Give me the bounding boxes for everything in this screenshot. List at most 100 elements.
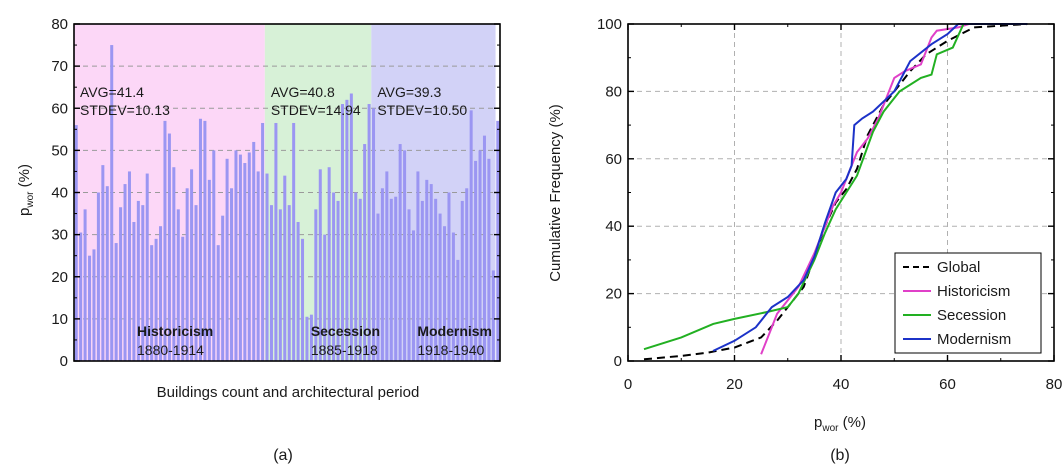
bar [403, 150, 407, 361]
bar [292, 122, 296, 362]
bar [460, 200, 464, 361]
y-tick-label: 20 [605, 286, 622, 303]
bar [185, 188, 189, 361]
y-tick-label: 80 [51, 16, 68, 33]
panel-a-bar-chart: AVG=41.4 STDEV=10.13 AVG=40.8 STDEV=14.94 AV… [16, 16, 501, 464]
legend-entry: Modernism [937, 331, 1011, 348]
bar [309, 314, 313, 361]
bar [296, 221, 300, 361]
legend: Global Historicism Secession Modernism [894, 252, 1042, 354]
period-name-label: Modernism [417, 323, 492, 339]
y-tick-label: 80 [605, 83, 622, 100]
bar [145, 173, 149, 361]
bar [323, 234, 327, 361]
bar [141, 205, 145, 361]
period-stdev-label: STDEV=14.94 [271, 102, 361, 118]
bar [456, 259, 460, 361]
bar [451, 232, 455, 361]
bar [429, 184, 433, 361]
bar [83, 209, 87, 361]
bar [198, 118, 202, 361]
period-stdev-label: STDEV=10.13 [80, 102, 170, 118]
panel-b-label: (b) [830, 447, 850, 464]
bar [190, 169, 194, 361]
bar [367, 104, 371, 361]
panel-a-x-axis-label: Buildings count and architectural period [157, 384, 420, 401]
y-tick-label: 0 [60, 353, 68, 370]
bar [74, 125, 78, 361]
y-tick-label: 20 [51, 269, 68, 286]
bar [194, 205, 198, 361]
bar [376, 213, 380, 361]
bar [92, 249, 96, 361]
panel-a-label: (a) [273, 447, 293, 464]
bar [96, 192, 100, 361]
period-years-label: 1918-1940 [417, 342, 484, 358]
panel-b-y-axis-label: Cumulative Frequency (%) [547, 104, 564, 282]
bar [478, 150, 482, 361]
period-avg-label: AVG=39.3 [377, 84, 441, 100]
x-tick-label: 0 [624, 376, 632, 393]
bar [287, 205, 291, 361]
bar [101, 165, 105, 361]
bar [159, 226, 163, 361]
bar [274, 122, 278, 362]
bar [318, 169, 322, 361]
x-tick-label: 80 [1046, 376, 1063, 393]
bar [447, 192, 451, 361]
bar [349, 93, 353, 361]
bar [154, 238, 158, 361]
bar [425, 179, 429, 361]
bar [385, 171, 389, 361]
y-tick-label: 70 [51, 58, 68, 75]
y-tick-label: 50 [51, 142, 68, 159]
bar [136, 200, 140, 361]
bar [225, 158, 229, 361]
y-tick-label: 60 [605, 151, 622, 168]
bar [336, 200, 340, 361]
bar [305, 316, 309, 361]
bar [203, 120, 207, 361]
bar [496, 120, 500, 361]
bar [132, 221, 136, 361]
legend-entry: Secession [937, 307, 1006, 324]
bar [389, 198, 393, 361]
y-tick-label: 30 [51, 227, 68, 244]
bar [443, 226, 447, 361]
bar [114, 243, 118, 361]
bar [372, 108, 376, 361]
bar [340, 104, 344, 361]
bar [163, 120, 167, 361]
bar [234, 150, 238, 361]
bar [487, 158, 491, 361]
bar [420, 200, 424, 361]
panel-b-x-axis-label: pwor (%) [814, 414, 866, 434]
bar [88, 255, 92, 361]
x-tick-label: 60 [939, 376, 956, 393]
panel-b-line-chart: 0 20 40 60 80 100 0 20 40 60 80 Global Historicism S… [547, 16, 1062, 464]
series-line-historicism [760, 23, 1028, 355]
bar [491, 270, 495, 361]
bar [207, 179, 211, 361]
period-name-label: Secession [311, 323, 380, 339]
bar [269, 205, 273, 361]
y-tick-label: 100 [597, 16, 622, 33]
bar [256, 171, 260, 361]
x-tick-label: 40 [833, 376, 850, 393]
bar [332, 192, 336, 361]
x-tick-label: 20 [726, 376, 743, 393]
bar [438, 213, 442, 361]
bar [416, 171, 420, 361]
bar [434, 198, 438, 361]
bar [150, 245, 154, 361]
bar [314, 209, 318, 361]
bar [79, 232, 83, 361]
y-tick-label: 60 [51, 100, 68, 117]
bar [127, 171, 131, 361]
bar [110, 45, 114, 361]
bar [181, 236, 185, 361]
period-years-label: 1880-1914 [137, 342, 204, 358]
bar [123, 184, 127, 361]
bar [265, 173, 269, 361]
